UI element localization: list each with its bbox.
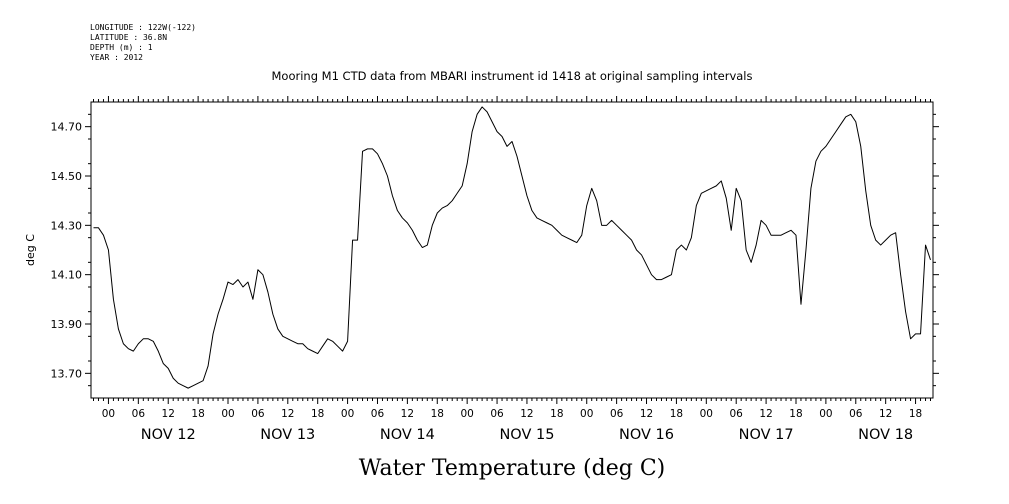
x-hour-label: 06 xyxy=(610,408,624,420)
x-day-label: NOV 13 xyxy=(260,427,315,443)
header-year: YEAR : 2012 xyxy=(90,53,143,62)
x-hour-label: 18 xyxy=(431,408,444,420)
x-hour-label: 06 xyxy=(490,408,504,420)
x-hour-label: 18 xyxy=(789,408,802,420)
header-longitude: LONGITUDE : 122W(-122) xyxy=(90,23,196,32)
y-tick-label: 14.70 xyxy=(51,121,83,134)
series-group xyxy=(93,106,931,389)
y-axis-label: deg C xyxy=(24,234,37,266)
x-hour-label: 00 xyxy=(221,408,234,420)
x-hour-label: 00 xyxy=(700,408,713,420)
x-axis-title: Water Temperature (deg C) xyxy=(359,456,666,481)
x-hour-label: 18 xyxy=(550,408,563,420)
x-hour-label: 00 xyxy=(460,408,473,420)
x-hour-label: 12 xyxy=(879,408,892,420)
x-hour-label: 18 xyxy=(191,408,204,420)
chart-title: Mooring M1 CTD data from MBARI instrumen… xyxy=(272,69,753,83)
header-latitude: LATITUDE : 36.8N xyxy=(90,33,167,42)
axes-group: 13.70 13.90 14.10 14.30 14.50 14.70 00 06 12 18 00… xyxy=(51,96,939,443)
y-tick-label: 13.70 xyxy=(51,367,83,380)
x-day-label: NOV 14 xyxy=(380,427,435,443)
x-hour-label: 06 xyxy=(849,408,863,420)
x-day-label: NOV 12 xyxy=(141,427,196,443)
x-hour-label: 12 xyxy=(401,408,414,420)
header-depth: DEPTH (m) : 1 xyxy=(90,43,153,52)
x-day-label: NOV 16 xyxy=(619,427,674,443)
temperature-series-line xyxy=(93,106,931,389)
y-tick-label: 14.30 xyxy=(51,219,83,232)
y-tick-label: 14.50 xyxy=(51,170,83,183)
x-hour-label: 18 xyxy=(311,408,324,420)
x-day-label: NOV 15 xyxy=(499,427,554,443)
x-hour-label: 06 xyxy=(251,408,265,420)
x-hour-label: 12 xyxy=(162,408,175,420)
x-hour-label: 06 xyxy=(730,408,744,420)
x-hour-label: 12 xyxy=(640,408,653,420)
x-hour-label: 00 xyxy=(341,408,354,420)
x-hour-label: 00 xyxy=(819,408,832,420)
y-tick-label: 13.90 xyxy=(51,318,83,331)
x-hour-label: 00 xyxy=(580,408,593,420)
x-hour-label: 18 xyxy=(909,408,922,420)
x-hour-label: 06 xyxy=(132,408,146,420)
x-day-label: NOV 17 xyxy=(739,427,794,443)
x-hour-label: 12 xyxy=(520,408,533,420)
x-hour-label: 00 xyxy=(102,408,115,420)
y-tick-label: 14.10 xyxy=(51,269,83,282)
x-hour-label: 12 xyxy=(759,408,772,420)
x-hour-label: 18 xyxy=(670,408,683,420)
x-hour-label: 06 xyxy=(371,408,385,420)
plot-frame xyxy=(90,101,934,399)
x-hour-label: 12 xyxy=(281,408,294,420)
x-day-label: NOV 18 xyxy=(858,427,913,443)
